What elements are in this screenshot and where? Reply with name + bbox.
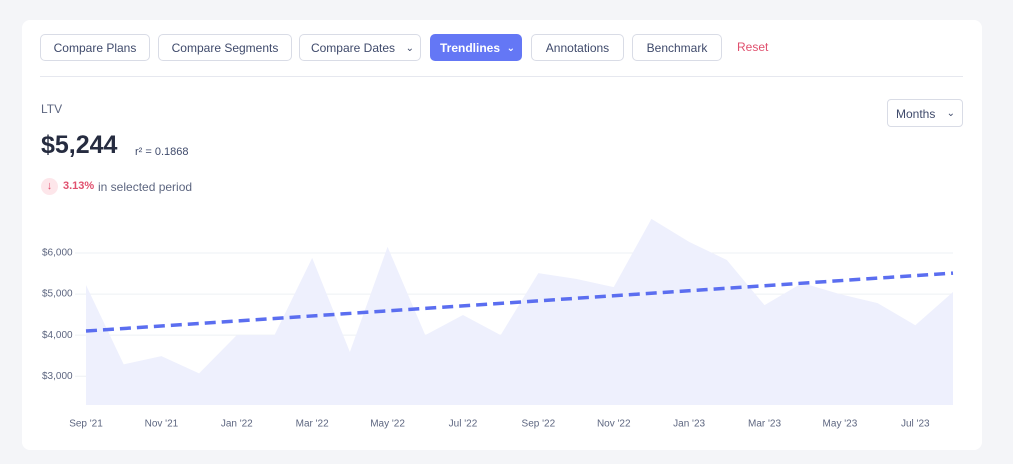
chevron: ⌄ xyxy=(506,43,515,54)
button[interactable]: Annotations xyxy=(531,34,624,61)
button-label: Compare Dates xyxy=(310,41,396,55)
y-tick-label: $6,000 xyxy=(42,248,73,259)
metric-label: LTV xyxy=(41,102,63,116)
y-tick-label: $3,000 xyxy=(42,371,73,382)
y-tick-label: $4,000 xyxy=(42,330,73,341)
button[interactable]: Trendlines ⌄ xyxy=(430,34,522,61)
button[interactable]: Compare Dates ⌄ xyxy=(299,34,421,61)
metric-value: $5,244 xyxy=(41,131,118,159)
x-tick-label: Jul '23 xyxy=(901,419,930,430)
x-tick-label: Nov '21 xyxy=(145,419,179,430)
button[interactable]: Benchmark xyxy=(632,34,722,61)
button[interactable]: Compare Segments xyxy=(158,34,292,61)
button-label: Trendlines xyxy=(439,41,501,55)
x-tick-label: Mar '23 xyxy=(748,419,781,430)
button[interactable]: Compare Plans xyxy=(40,34,150,61)
x-tick-label: Jan '22 xyxy=(221,419,253,430)
x-tick-label: May '22 xyxy=(370,419,405,430)
x-tick-label: Jul '22 xyxy=(449,419,478,430)
x-tick-label: May '23 xyxy=(823,419,858,430)
down-arrow: ↓ xyxy=(41,178,58,195)
y-tick-label: $5,000 xyxy=(42,289,73,300)
r-squared: r² = 0.1868 xyxy=(135,146,189,158)
x-tick-label: Nov '22 xyxy=(597,419,631,430)
area xyxy=(86,218,953,405)
x-tick-label: Sep '22 xyxy=(522,419,556,430)
divider xyxy=(40,76,963,77)
chevron: ⌄ xyxy=(405,43,414,54)
trendline xyxy=(85,271,954,333)
x-tick-label: Mar '22 xyxy=(296,419,329,430)
x-tick-label: Jan '23 xyxy=(673,419,705,430)
period-select[interactable]: Months ⌄ xyxy=(887,99,963,127)
reset-link[interactable]: Reset xyxy=(737,40,769,54)
change-text: in selected period xyxy=(98,180,193,194)
change-value: 3.13% xyxy=(63,180,95,192)
chevron: ⌄ xyxy=(946,108,955,119)
x-tick-label: Sep '21 xyxy=(69,419,103,430)
period-label: Months xyxy=(896,107,936,121)
